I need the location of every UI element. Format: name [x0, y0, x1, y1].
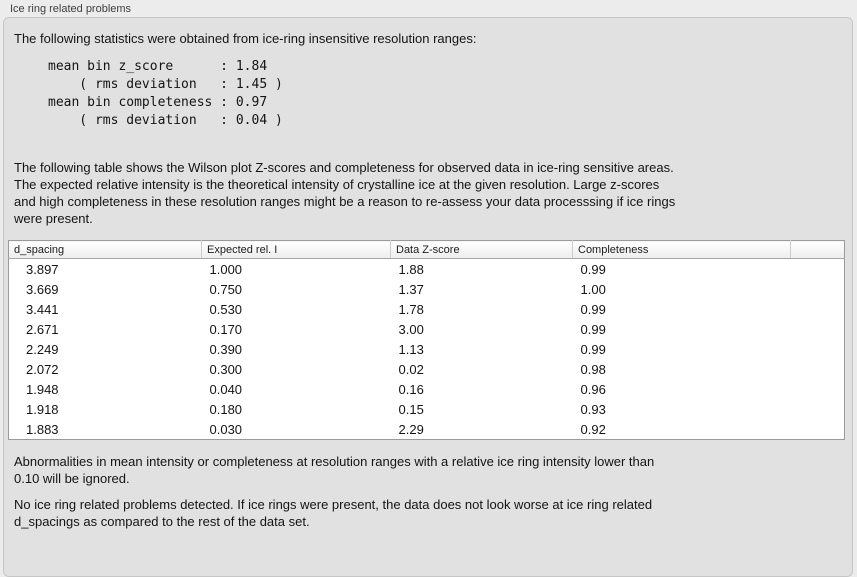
intro-text: The following statistics were obtained f…	[14, 30, 852, 47]
table-cell-empty	[791, 339, 845, 359]
text-line: and high completeness in these resolutio…	[14, 194, 676, 209]
table-header-cell: d_spacing	[8, 240, 202, 259]
table-cell: 0.99	[580, 321, 606, 337]
table-cell: 0.99	[580, 301, 606, 317]
text-line: mean bin z_score : 1.84	[48, 59, 268, 74]
groupbox-title: Ice ring related problems	[10, 3, 132, 15]
table-header: d_spacing Expected rel. I Data Z-score Comp…	[8, 240, 845, 259]
table-cell-empty	[791, 359, 845, 379]
table-row[interactable]: 2.249 0.390 1.13 0.99	[9, 339, 845, 359]
table-cell: 3.669	[26, 281, 59, 297]
table-cell: 0.98	[580, 361, 606, 377]
table-row[interactable]: 1.883 0.030 2.29 0.92	[9, 419, 845, 440]
table-cell: 0.180	[209, 401, 243, 417]
table-body: 3.897 1.000 1.88 0.99 3.669 0.750 1.37 1.00 3.44…	[9, 259, 845, 440]
table-cell: 0.99	[580, 341, 606, 357]
table-cell: 3.897	[26, 261, 59, 277]
text-line: Abnormalities in mean intensity or compl…	[14, 454, 655, 469]
text-line: d_spacings as compared to the rest of th…	[14, 514, 310, 529]
table-cell: 1.78	[398, 301, 424, 317]
table-header-cell	[790, 240, 845, 259]
table-cell: 0.02	[398, 361, 424, 377]
note-ignore-text: Abnormalities in mean intensity or compl…	[14, 453, 852, 487]
ice-ring-groupbox: The following statistics were obtained f…	[3, 17, 853, 577]
table-cell: 0.16	[398, 381, 424, 397]
table-cell: 0.040	[209, 381, 243, 397]
table-cell: 1.00	[580, 281, 606, 297]
table-cell: 0.750	[209, 281, 243, 297]
table-cell-empty	[791, 259, 845, 280]
text-line: were present.	[14, 211, 93, 226]
table-cell: 0.530	[209, 301, 243, 317]
table-cell: 1.13	[398, 341, 424, 357]
table-row[interactable]: 3.897 1.000 1.88 0.99	[9, 259, 845, 280]
table-cell-empty	[791, 279, 845, 299]
ice-ring-table: d_spacing Expected rel. I Data Z-score Comp…	[8, 240, 845, 440]
table-header-cell: Expected rel. I	[201, 240, 391, 259]
table-header-row: d_spacing Expected rel. I Data Z-score Comp…	[8, 240, 845, 259]
table-row[interactable]: 2.671 0.170 3.00 0.99	[9, 319, 845, 339]
table-row[interactable]: 1.918 0.180 0.15 0.93	[9, 399, 845, 419]
table-description: The following table shows the Wilson plo…	[14, 159, 852, 227]
table-cell: 0.170	[209, 321, 243, 337]
table-cell-empty	[791, 419, 845, 440]
text-line: The expected relative intensity is the t…	[14, 177, 660, 192]
table-cell: 0.300	[209, 361, 243, 377]
table-cell: 1.948	[26, 381, 59, 397]
table-cell: 0.390	[209, 341, 243, 357]
table-row[interactable]: 3.669 0.750 1.37 1.00	[9, 279, 845, 299]
table-cell: 2.072	[26, 361, 59, 377]
table-cell: 3.00	[398, 321, 424, 337]
text-line: No ice ring related problems detected. I…	[14, 497, 653, 512]
table-cell: 0.99	[580, 261, 606, 277]
table-cell-empty	[791, 379, 845, 399]
table-row[interactable]: 1.948 0.040 0.16 0.96	[9, 379, 845, 399]
ice-ring-report-panel: { "groupbox": { "title": "Ice ring relat…	[3, 3, 853, 577]
table-row[interactable]: 3.441 0.530 1.78 0.99	[9, 299, 845, 319]
table-cell: 1.37	[398, 281, 424, 297]
text-line: The following table shows the Wilson plo…	[14, 160, 674, 175]
text-line: 0.10 will be ignored.	[14, 471, 130, 486]
table-cell: 1.88	[398, 261, 424, 277]
conclusion-text: No ice ring related problems detected. I…	[14, 496, 852, 530]
table-cell-empty	[791, 319, 845, 339]
text-line: ( rms deviation : 0.04 )	[48, 113, 283, 128]
table-cell: 0.15	[398, 401, 424, 417]
table-cell-empty	[791, 299, 845, 319]
table-cell: 0.93	[580, 401, 606, 417]
text-line: mean bin completeness : 0.97	[48, 95, 268, 110]
table-cell-empty	[791, 399, 845, 419]
table-cell: 0.92	[580, 421, 606, 437]
table-cell: 0.96	[580, 381, 606, 397]
table-cell: 1.883	[26, 421, 59, 437]
table-header-cell: Completeness	[572, 240, 791, 259]
table-cell: 2.249	[26, 341, 59, 357]
table-cell: 2.671	[26, 321, 59, 337]
table-cell: 1.918	[26, 401, 59, 417]
table-cell: 2.29	[398, 421, 424, 437]
table-header-cell: Data Z-score	[390, 240, 573, 259]
text-line: ( rms deviation : 1.45 )	[48, 77, 283, 92]
text-line: The following statistics were obtained f…	[14, 31, 477, 46]
table-cell: 3.441	[26, 301, 59, 317]
table-cell: 1.000	[209, 261, 243, 277]
table-row[interactable]: 2.072 0.300 0.02 0.98	[9, 359, 845, 379]
stats-block: mean bin z_score : 1.84 ( rms deviation …	[48, 58, 852, 130]
table-cell: 0.030	[209, 421, 243, 437]
